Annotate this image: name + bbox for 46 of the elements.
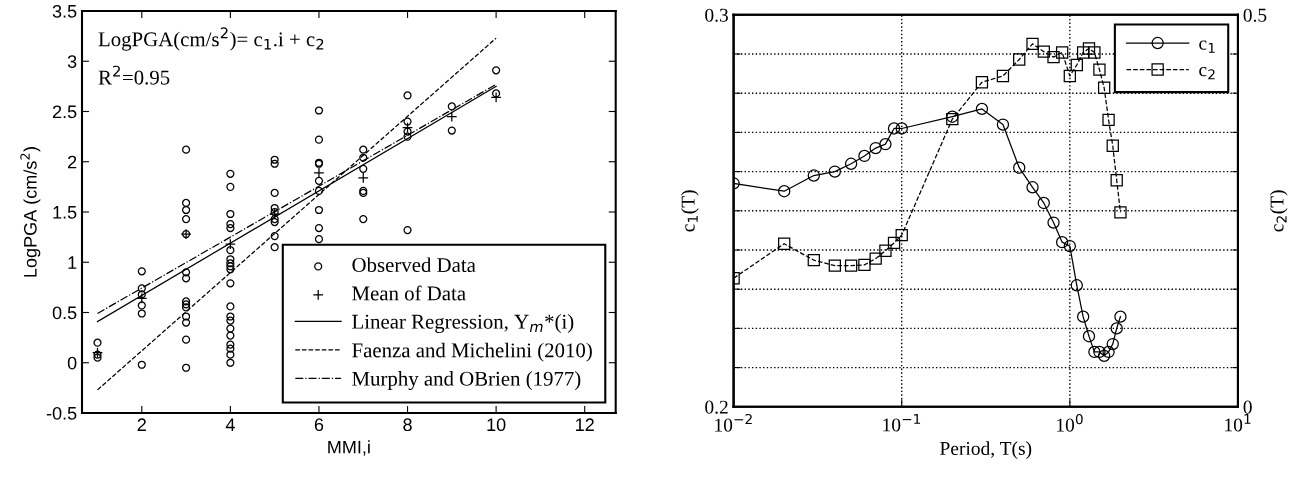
- y-tick-label: 3.5: [52, 4, 77, 18]
- x-tick-label: 10$^{−2}$: [715, 413, 752, 432]
- y-tick-label: 0.5: [52, 306, 77, 320]
- x-axis-title: MMI,i: [328, 440, 370, 456]
- legend-label: c$_{1}$: [1199, 40, 1215, 53]
- point: [269, 208, 281, 220]
- x-tick-label: 10$^{0}$: [1057, 413, 1083, 432]
- y-tick-label: 2.5: [52, 105, 77, 119]
- annotation: R$^{2}$=0.95: [98, 65, 170, 85]
- y-tick-label: 1: [68, 256, 77, 269]
- x-tick-label: 12: [576, 418, 594, 431]
- point: [446, 111, 458, 123]
- point: [136, 292, 148, 304]
- y-tick-label: 0.2: [705, 400, 728, 414]
- y-axis-title: c$_{1}$(T): [680, 190, 699, 232]
- y-tick-label: 1.5: [53, 206, 77, 219]
- point: [357, 172, 369, 184]
- point: [490, 91, 502, 103]
- point: [402, 122, 414, 134]
- legend-label: Observed Data: [352, 257, 476, 273]
- legend-label: Mean of Data: [352, 285, 466, 301]
- legend-label: Faenza and Michelini (2010): [352, 342, 592, 362]
- x-tick-label: 10$^{1}$: [1225, 413, 1251, 432]
- annotation: LogPGA(cm/s$^{2}$)= c$_{1}$.i + c$_{2}$: [98, 27, 324, 51]
- x-axis-title: Period, T(s): [940, 441, 1032, 459]
- y-tick-label: 0.3: [705, 8, 728, 22]
- y2-tick-label: 0.5: [1243, 8, 1267, 22]
- y-tick-label: 2: [68, 155, 77, 169]
- legend-label: Murphy and OBrien (1977): [352, 371, 581, 391]
- y-tick-label: -0.5: [46, 406, 77, 420]
- y2-tick-label: 0: [1243, 400, 1252, 414]
- x-tick-label: 6: [314, 418, 324, 432]
- legend-label: c$_{2}$: [1199, 66, 1215, 80]
- point: [224, 238, 236, 250]
- point: [92, 347, 103, 359]
- y-axis-title: LogPGA (cm/s$^{2}$): [20, 147, 41, 277]
- legend-label: Linear Regression, Y$_{m}$*(i): [352, 314, 574, 334]
- point: [180, 228, 192, 240]
- y2-axis-title: c$_{2}$(T): [1269, 190, 1288, 232]
- x-tick-label: 4: [225, 418, 235, 431]
- x-tick-label: 8: [403, 418, 412, 432]
- x-tick-label: 10: [487, 418, 506, 432]
- y-tick-label: 3: [67, 55, 77, 68]
- x-tick-label: 10$^{−1}$: [883, 413, 921, 432]
- y-tick-label: 0: [67, 356, 77, 370]
- x-tick-label: 2: [137, 418, 146, 431]
